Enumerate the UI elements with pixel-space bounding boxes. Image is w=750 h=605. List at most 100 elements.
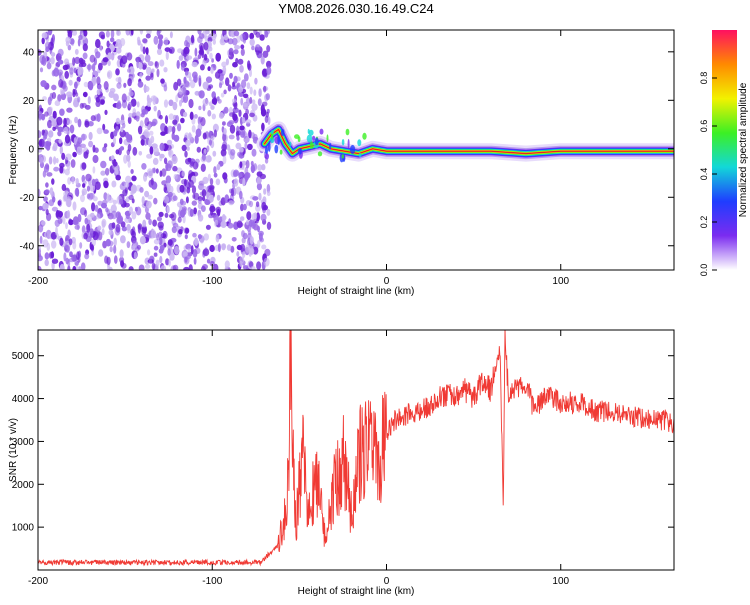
noise-blob	[191, 200, 197, 206]
noise-blob	[154, 61, 158, 67]
noise-blob	[194, 247, 201, 254]
noise-blob	[136, 101, 140, 108]
noise-blob	[64, 70, 69, 79]
noise-blob	[81, 102, 87, 108]
noise-blob	[108, 229, 114, 236]
noise-blob	[128, 194, 134, 201]
ridge-blob	[317, 151, 323, 157]
noise-blob	[153, 245, 159, 251]
noise-blob	[90, 115, 96, 122]
noise-blob	[115, 174, 121, 181]
noise-blob	[92, 76, 97, 84]
noise-blob	[148, 218, 152, 226]
noise-blob	[200, 117, 206, 127]
noise-blob	[66, 91, 73, 98]
noise-blob	[43, 165, 50, 173]
ridge-blob	[270, 136, 275, 144]
noise-blob	[191, 61, 198, 68]
noise-blob	[143, 173, 148, 182]
noise-blob	[98, 231, 103, 241]
noise-blob	[43, 196, 48, 202]
noise-blob	[96, 127, 103, 135]
noise-blob	[103, 129, 109, 134]
noise-blob	[39, 161, 45, 169]
noise-blob	[126, 241, 131, 249]
noise-blob	[109, 246, 113, 253]
noise-blob	[234, 45, 241, 50]
noise-blob	[80, 133, 87, 141]
noise-blob	[116, 82, 122, 89]
noise-blob	[212, 150, 217, 157]
noise-blob	[63, 252, 67, 262]
noise-blob	[202, 176, 209, 184]
snr-frame	[37, 329, 675, 571]
x-tick-label: -100	[202, 576, 222, 587]
ridge-blob	[308, 129, 314, 136]
noise-blob	[256, 261, 262, 270]
noise-blob	[92, 154, 99, 164]
noise-blob	[264, 115, 269, 124]
noise-blob	[226, 244, 232, 251]
noise-blob	[243, 93, 249, 99]
noise-blob	[245, 119, 252, 124]
colorbar-ticks: 0.0 0.2 0.4 0.6 0.8	[699, 72, 717, 276]
noise-blob	[261, 164, 266, 171]
noise-blob	[106, 40, 110, 48]
noise-blob	[110, 155, 115, 161]
noise-blob	[163, 144, 169, 150]
noise-blob	[153, 197, 158, 205]
noise-blob	[209, 52, 213, 60]
noise-blob	[207, 110, 212, 117]
noise-blob	[160, 131, 166, 136]
noise-blob	[202, 196, 206, 202]
noise-blob	[40, 80, 47, 88]
noise-blob	[206, 258, 211, 264]
colorbar-label: Normalized spectral amplitude	[738, 82, 749, 217]
noise-blob	[253, 89, 257, 96]
noise-blob	[66, 30, 73, 35]
noise-blob	[38, 188, 41, 197]
noise-blob	[113, 245, 117, 254]
noise-blob	[168, 149, 172, 156]
noise-blob	[64, 168, 70, 176]
noise-blob	[53, 156, 57, 165]
ridge-blob	[314, 137, 319, 146]
snr-panel: -200 -100 0 100 1000 2000 3000 4000 5000 Height …	[8, 329, 675, 597]
noise-blob	[183, 49, 187, 58]
ridge-blob	[280, 128, 285, 137]
noise-blob	[67, 44, 72, 51]
noise-blob	[164, 212, 169, 218]
noise-blob	[156, 30, 162, 34]
noise-blob	[44, 259, 49, 267]
y-tick-label: 3000	[12, 437, 35, 448]
noise-blob	[141, 196, 145, 205]
noise-blob	[131, 175, 137, 182]
noise-blob	[209, 194, 214, 203]
noise-blob	[38, 248, 41, 255]
noise-blob	[261, 68, 268, 78]
noise-blob	[221, 214, 226, 223]
ridge-blob	[358, 153, 362, 158]
noise-blob	[61, 183, 67, 192]
noise-blob	[240, 44, 245, 50]
noise-blob	[158, 248, 164, 254]
noise-blob	[83, 232, 88, 240]
noise-blob	[205, 224, 211, 230]
y-tick-label: -40	[20, 241, 35, 252]
noise-blob	[51, 119, 57, 128]
noise-blob	[76, 76, 81, 83]
snr-y-label: SNR (10 * v/v)	[8, 418, 19, 482]
noise-blob	[108, 266, 113, 270]
noise-blob	[216, 163, 221, 171]
noise-blob	[87, 219, 91, 225]
noise-blob	[167, 191, 173, 198]
ridge-blob	[350, 144, 356, 155]
noise-blob	[203, 41, 209, 51]
noise-blob	[172, 119, 178, 125]
noise-blob	[228, 47, 234, 56]
noise-blob	[87, 96, 91, 105]
noise-blob	[264, 30, 270, 35]
noise-blob	[242, 264, 246, 270]
noise-blob	[153, 252, 158, 257]
